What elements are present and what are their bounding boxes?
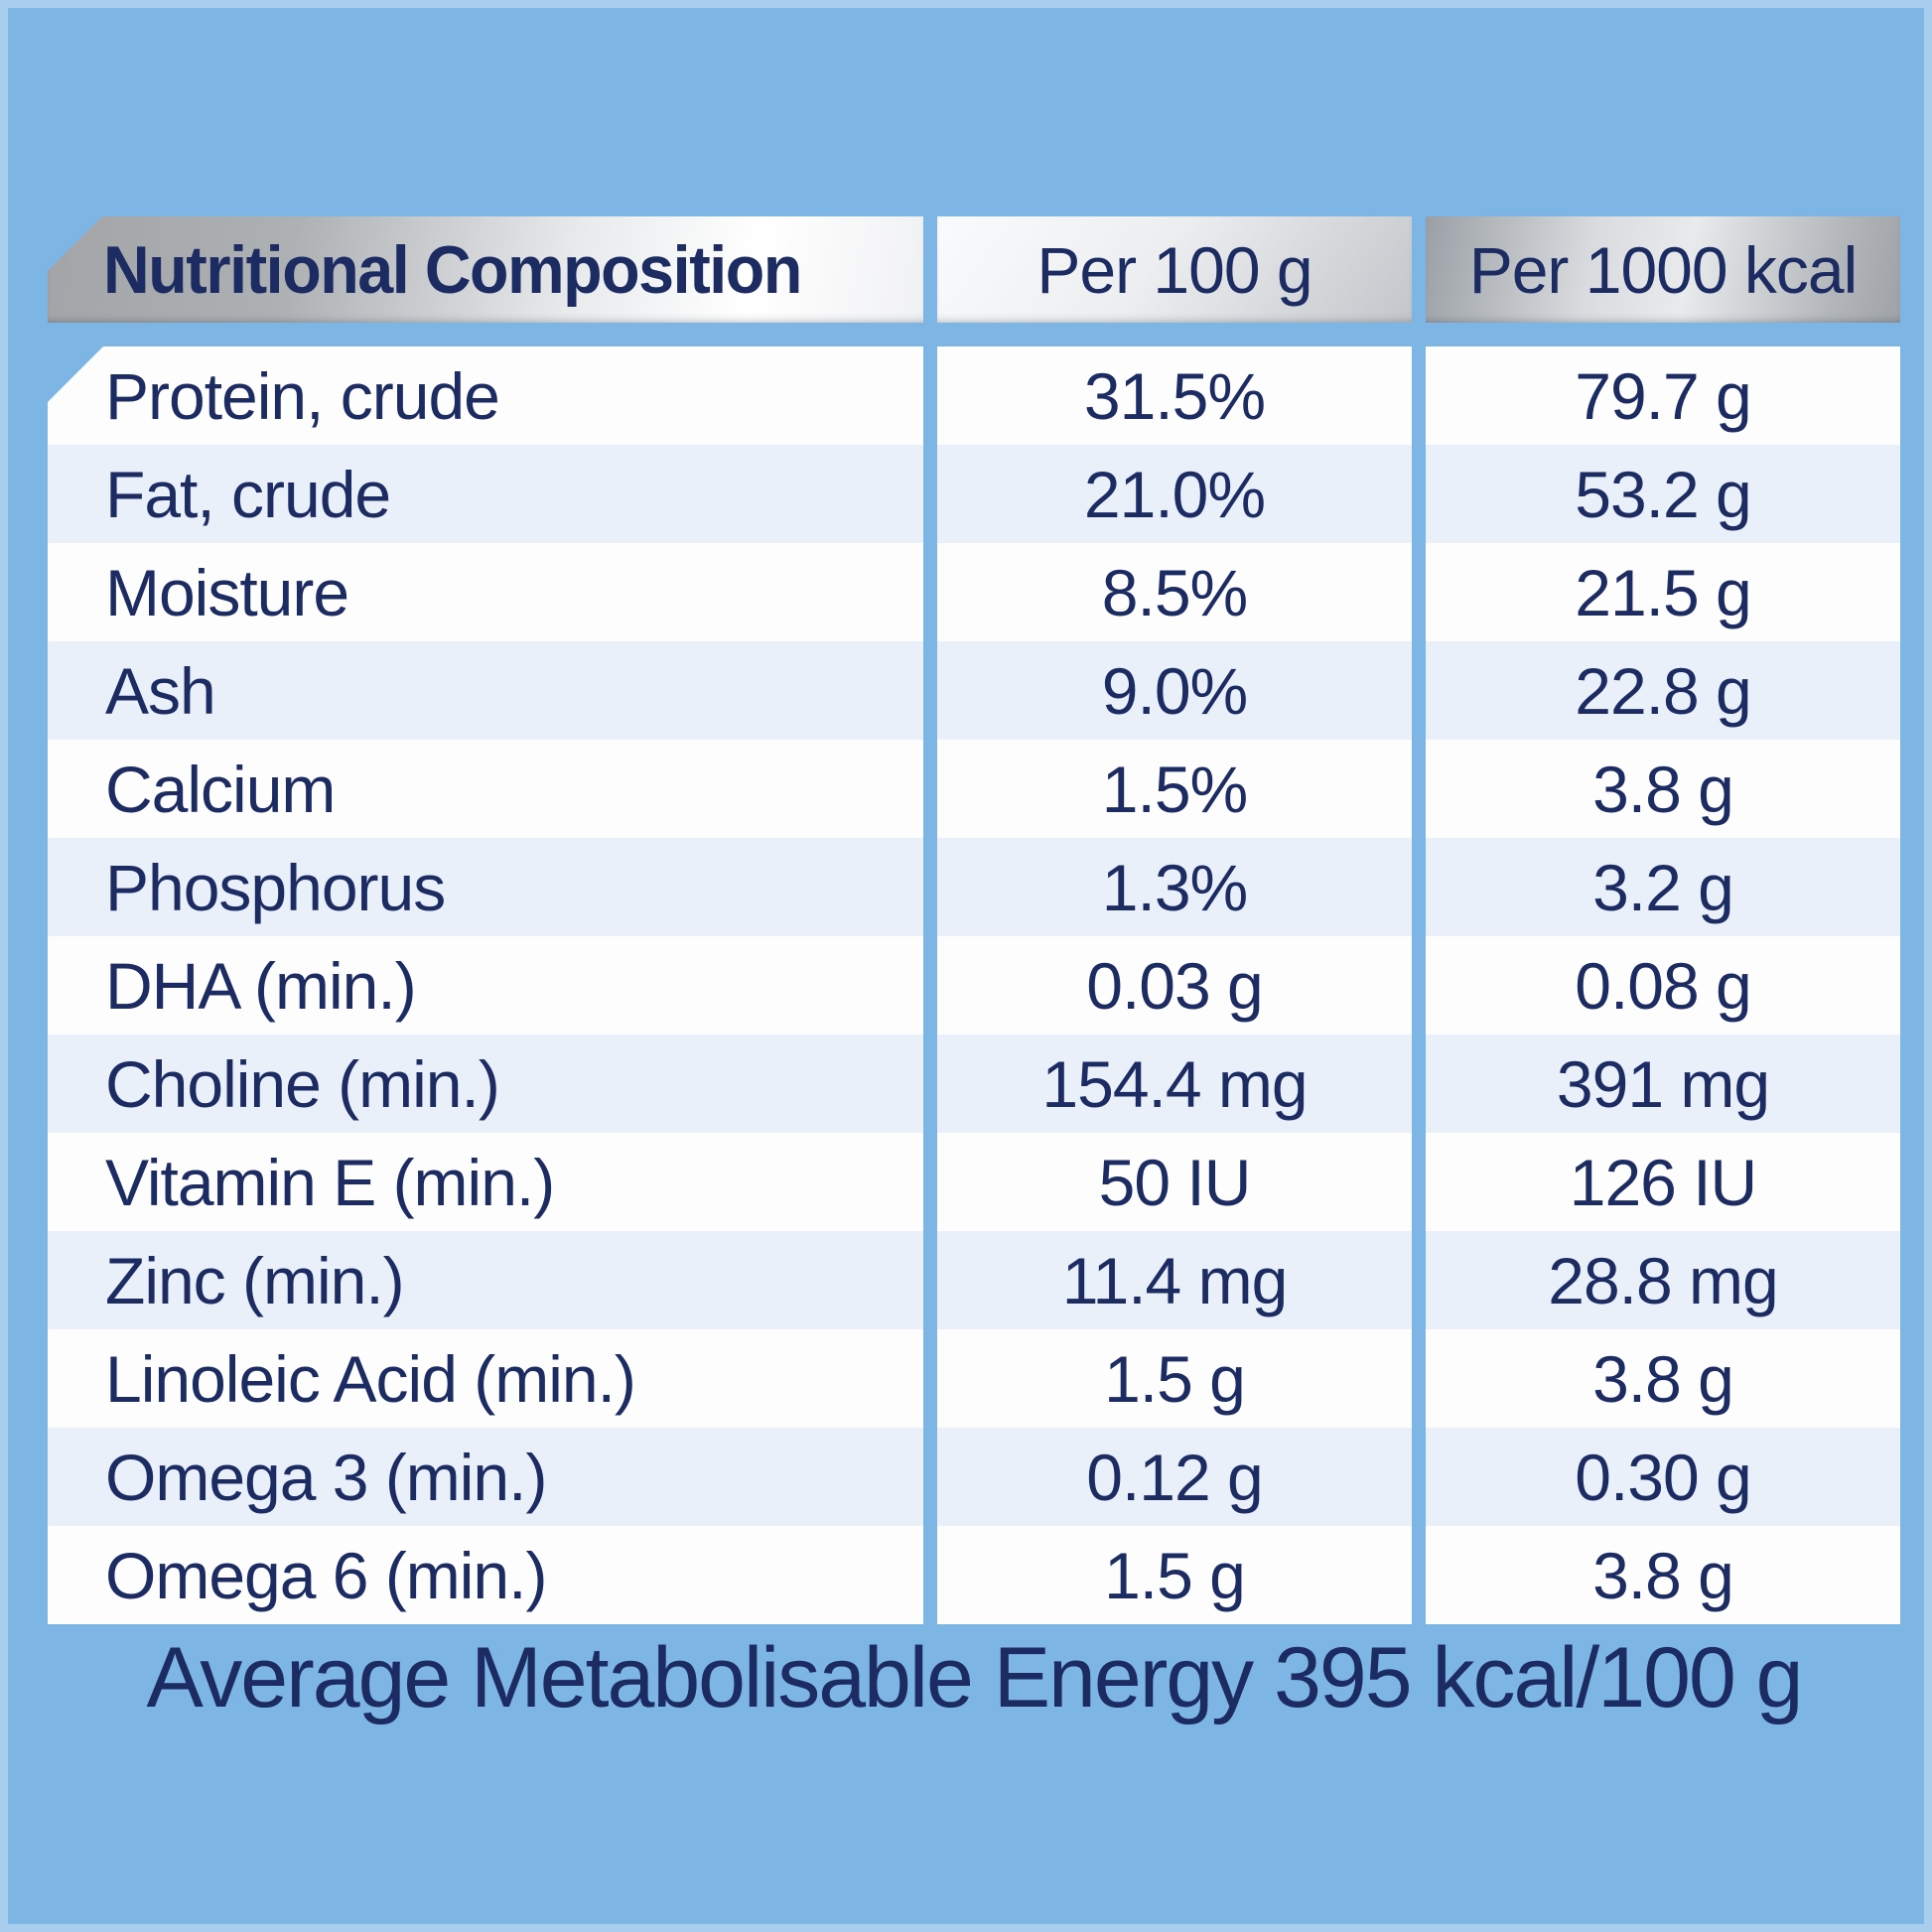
table-row: Vitamin E (min.) 50 IU 126 IU	[48, 1133, 1900, 1231]
table-row: Fat, crude 21.0% 53.2 g	[48, 445, 1900, 543]
nutrient-name: Omega 6 (min.)	[48, 1526, 923, 1624]
column-separator	[1412, 346, 1426, 445]
value-per-100g: 1.3%	[937, 838, 1412, 936]
table-header-row: Nutritional Composition Per 100 g Per 10…	[48, 216, 1900, 323]
table-row: Omega 6 (min.) 1.5 g 3.8 g	[48, 1526, 1900, 1624]
column-separator	[923, 936, 937, 1035]
header-per-100g: Per 100 g	[937, 216, 1412, 323]
header-per-1000kcal: Per 1000 kcal	[1426, 216, 1900, 323]
column-separator	[923, 346, 937, 445]
column-separator	[1412, 1428, 1426, 1526]
nutrient-name: Choline (min.)	[48, 1035, 923, 1133]
value-per-1000kcal: 28.8 mg	[1426, 1231, 1900, 1329]
nutrient-name: Linoleic Acid (min.)	[48, 1329, 923, 1428]
value-per-100g: 21.0%	[937, 445, 1412, 543]
column-separator	[923, 1133, 937, 1231]
nutrient-name: Zinc (min.)	[48, 1231, 923, 1329]
column-separator	[1412, 936, 1426, 1035]
nutrient-name: Moisture	[48, 543, 923, 641]
value-per-1000kcal: 21.5 g	[1426, 543, 1900, 641]
nutrient-name: Protein, crude	[48, 346, 923, 445]
column-separator	[1412, 1231, 1426, 1329]
header-per-1000kcal-label: Per 1000 kcal	[1468, 232, 1859, 307]
column-separator	[1412, 445, 1426, 543]
table-row: Calcium 1.5% 3.8 g	[48, 740, 1900, 838]
table-row: Choline (min.) 154.4 mg 391 mg	[48, 1035, 1900, 1133]
column-separator	[923, 216, 937, 323]
column-separator	[1412, 1329, 1426, 1428]
nutrient-name: Calcium	[48, 740, 923, 838]
table-row: Ash 9.0% 22.8 g	[48, 641, 1900, 740]
column-separator	[1412, 1035, 1426, 1133]
column-separator	[923, 445, 937, 543]
value-per-100g: 0.12 g	[937, 1428, 1412, 1526]
nutrient-name: Vitamin E (min.)	[48, 1133, 923, 1231]
nutrient-name: Ash	[48, 641, 923, 740]
column-separator	[923, 740, 937, 838]
column-separator	[1412, 838, 1426, 936]
column-separator	[1412, 1133, 1426, 1231]
nutrient-name: Phosphorus	[48, 838, 923, 936]
nutrient-name: DHA (min.)	[48, 936, 923, 1035]
table-row: Phosphorus 1.3% 3.2 g	[48, 838, 1900, 936]
value-per-100g: 1.5%	[937, 740, 1412, 838]
column-separator	[1412, 543, 1426, 641]
value-per-1000kcal: 3.8 g	[1426, 740, 1900, 838]
header-nutritional-composition: Nutritional Composition	[48, 216, 923, 323]
column-separator	[923, 1231, 937, 1329]
metabolisable-energy-note: Average Metabolisable Energy 395 kcal/10…	[146, 1630, 1803, 1725]
header-per-100g-label: Per 100 g	[1036, 232, 1312, 307]
value-per-100g: 1.5 g	[937, 1329, 1412, 1428]
table-row: Moisture 8.5% 21.5 g	[48, 543, 1900, 641]
value-per-1000kcal: 3.2 g	[1426, 838, 1900, 936]
table-row: DHA (min.) 0.03 g 0.08 g	[48, 936, 1900, 1035]
value-per-100g: 8.5%	[937, 543, 1412, 641]
column-separator	[1412, 1526, 1426, 1624]
value-per-100g: 9.0%	[937, 641, 1412, 740]
value-per-1000kcal: 391 mg	[1426, 1035, 1900, 1133]
value-per-100g: 1.5 g	[937, 1526, 1412, 1624]
value-per-1000kcal: 22.8 g	[1426, 641, 1900, 740]
table-row: Zinc (min.) 11.4 mg 28.8 mg	[48, 1231, 1900, 1329]
column-separator	[923, 1428, 937, 1526]
value-per-1000kcal: 0.08 g	[1426, 936, 1900, 1035]
value-per-1000kcal: 126 IU	[1426, 1133, 1900, 1231]
table-row: Protein, crude 31.5% 79.7 g	[48, 346, 1900, 445]
value-per-1000kcal: 53.2 g	[1426, 445, 1900, 543]
table-row: Omega 3 (min.) 0.12 g 0.30 g	[48, 1428, 1900, 1526]
column-separator	[923, 1035, 937, 1133]
column-separator	[923, 838, 937, 936]
header-nutritional-composition-label: Nutritional Composition	[103, 231, 802, 308]
table-row: Linoleic Acid (min.) 1.5 g 3.8 g	[48, 1329, 1900, 1428]
value-per-100g: 50 IU	[937, 1133, 1412, 1231]
column-separator	[923, 543, 937, 641]
nutrient-name: Omega 3 (min.)	[48, 1428, 923, 1526]
column-separator	[1412, 216, 1426, 323]
value-per-1000kcal: 3.8 g	[1426, 1526, 1900, 1624]
value-per-1000kcal: 79.7 g	[1426, 346, 1900, 445]
column-separator	[923, 1329, 937, 1428]
value-per-100g: 31.5%	[937, 346, 1412, 445]
value-per-100g: 154.4 mg	[937, 1035, 1412, 1133]
nutrition-table: Nutritional Composition Per 100 g Per 10…	[48, 216, 1900, 1624]
column-separator	[923, 1526, 937, 1624]
nutrient-name: Fat, crude	[48, 445, 923, 543]
value-per-1000kcal: 3.8 g	[1426, 1329, 1900, 1428]
table-body: Protein, crude 31.5% 79.7 g Fat, crude 21.0%…	[48, 346, 1900, 1624]
value-per-100g: 0.03 g	[937, 936, 1412, 1035]
value-per-100g: 11.4 mg	[937, 1231, 1412, 1329]
column-separator	[1412, 641, 1426, 740]
value-per-1000kcal: 0.30 g	[1426, 1428, 1900, 1526]
column-separator	[923, 641, 937, 740]
column-separator	[1412, 740, 1426, 838]
